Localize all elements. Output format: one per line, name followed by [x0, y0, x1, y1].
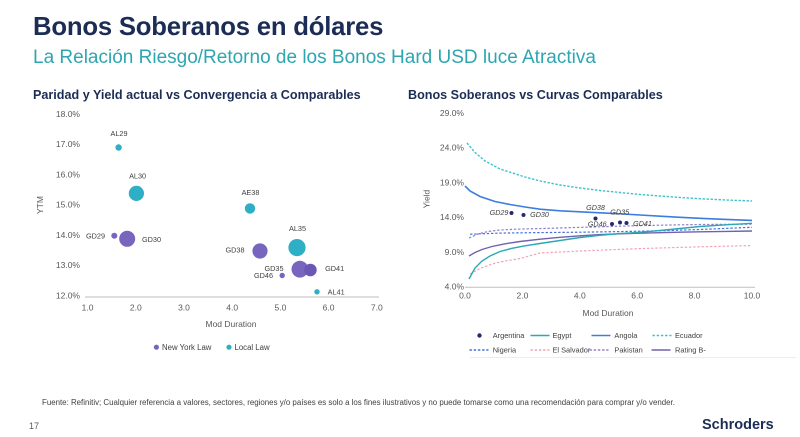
svg-text:29.0%: 29.0% — [440, 108, 465, 118]
svg-text:15.0%: 15.0% — [56, 200, 81, 210]
svg-text:2.0: 2.0 — [130, 303, 142, 313]
svg-text:GD38: GD38 — [225, 246, 244, 255]
svg-text:El Salvador: El Salvador — [553, 346, 591, 355]
svg-text:Nigeria: Nigeria — [493, 346, 517, 355]
svg-text:Mod Duration: Mod Duration — [205, 319, 256, 329]
svg-text:Rating B-: Rating B- — [675, 346, 706, 355]
svg-text:GD29: GD29 — [86, 231, 105, 240]
svg-text:GD41: GD41 — [633, 219, 652, 228]
svg-text:Egypt: Egypt — [553, 331, 572, 340]
svg-text:YTM: YTM — [35, 196, 45, 214]
svg-text:Yield: Yield — [422, 189, 432, 208]
svg-text:AL35: AL35 — [289, 224, 306, 233]
svg-text:1.0: 1.0 — [82, 303, 94, 313]
svg-text:AL30: AL30 — [129, 172, 146, 181]
svg-text:19.0%: 19.0% — [440, 177, 465, 187]
svg-text:4.0%: 4.0% — [445, 282, 465, 292]
svg-text:24.0%: 24.0% — [440, 143, 465, 153]
svg-text:GD35: GD35 — [610, 207, 630, 216]
svg-text:2.0: 2.0 — [516, 291, 528, 301]
svg-text:6.0: 6.0 — [631, 291, 643, 301]
svg-text:GD46: GD46 — [254, 271, 273, 280]
svg-text:9.0%: 9.0% — [445, 247, 465, 257]
svg-text:0.0: 0.0 — [459, 291, 471, 301]
svg-text:12.0%: 12.0% — [56, 290, 81, 300]
svg-text:18.0%: 18.0% — [56, 109, 81, 119]
svg-text:4.0: 4.0 — [574, 291, 586, 301]
svg-text:Argentina: Argentina — [493, 331, 526, 340]
svg-text:5.0: 5.0 — [274, 303, 286, 313]
svg-text:14.0%: 14.0% — [440, 212, 465, 222]
svg-text:8.0: 8.0 — [689, 291, 701, 301]
svg-text:Pakistan: Pakistan — [614, 346, 642, 355]
svg-text:New York Law: New York Law — [162, 343, 212, 352]
svg-text:GD38: GD38 — [586, 203, 605, 212]
svg-text:13.0%: 13.0% — [56, 260, 81, 270]
svg-text:17.0%: 17.0% — [56, 139, 81, 149]
svg-text:6.0: 6.0 — [323, 303, 335, 313]
svg-text:16.0%: 16.0% — [56, 170, 81, 180]
svg-text:AL29: AL29 — [110, 129, 127, 138]
svg-text:GD35: GD35 — [264, 264, 283, 273]
svg-text:Mod Duration: Mod Duration — [582, 308, 633, 318]
svg-text:GD30: GD30 — [142, 235, 161, 244]
svg-text:GD46: GD46 — [588, 220, 607, 229]
svg-text:3.0: 3.0 — [178, 303, 190, 313]
svg-text:10.0: 10.0 — [744, 291, 761, 301]
svg-text:4.0: 4.0 — [226, 303, 238, 313]
svg-text:7.0: 7.0 — [371, 303, 383, 313]
svg-text:GD41: GD41 — [325, 264, 344, 273]
svg-text:GD30: GD30 — [530, 210, 549, 219]
svg-text:GD29: GD29 — [490, 208, 509, 217]
svg-text:AL41: AL41 — [328, 288, 345, 297]
svg-text:Local Law: Local Law — [235, 343, 270, 352]
svg-text:Angola: Angola — [614, 331, 638, 340]
svg-text:14.0%: 14.0% — [56, 230, 81, 240]
svg-text:Ecuador: Ecuador — [675, 331, 703, 340]
svg-text:AE38: AE38 — [242, 188, 260, 197]
